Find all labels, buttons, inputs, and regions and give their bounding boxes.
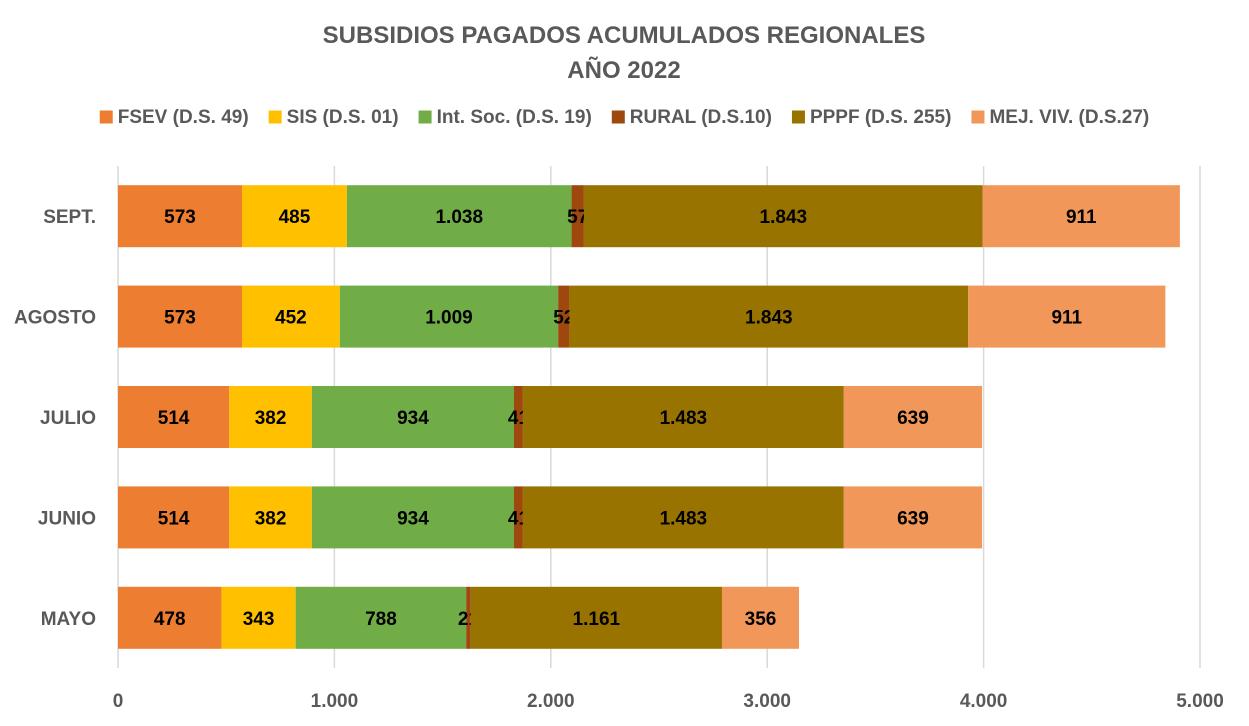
legend-swatch: [418, 110, 432, 124]
bar-segment: [721, 586, 800, 649]
legend-item: SIS (D.S. 01): [268, 107, 399, 128]
data-label: 356: [745, 609, 777, 630]
bar-segment: [843, 486, 983, 549]
category-label: JUNIO: [38, 508, 96, 529]
data-label: 382: [255, 508, 287, 529]
bar-segment: [339, 285, 559, 348]
data-label: 788: [365, 609, 397, 630]
bar-segment: [470, 586, 722, 649]
bar-segment: [118, 586, 222, 649]
x-tick-label: 4.000: [960, 691, 1008, 712]
data-label: 452: [275, 308, 307, 329]
data-label: 911: [1051, 308, 1082, 329]
data-label: 485: [279, 207, 311, 228]
bar-segment: [118, 185, 242, 248]
bar-segment: [569, 285, 969, 348]
x-tick-label: 2.000: [527, 691, 575, 712]
data-label: 1.843: [760, 207, 808, 228]
bar-segment: [229, 486, 312, 549]
bars: 573 485 1.038 57 1.843 911 573 452 1.009 52 1.843 9…: [118, 185, 1180, 649]
data-label: 478: [154, 609, 186, 630]
bar-segment: [968, 285, 1166, 348]
legend-item: FSEV (D.S. 49): [99, 107, 249, 128]
category-label: JULIO: [40, 408, 96, 429]
bar-segment: [558, 285, 570, 348]
bar-segment: [118, 285, 242, 348]
bar-segment: [229, 386, 312, 448]
legend-swatch: [268, 110, 282, 124]
bar-segment: [241, 285, 340, 348]
legend-item: PPPF (D.S. 255): [791, 107, 952, 128]
data-label: 911: [1066, 207, 1097, 228]
bar-segment: [221, 586, 296, 649]
value-axis: 0 1.000 2.000 3.000 4.000 5.000: [113, 691, 1224, 712]
data-label: 343: [243, 609, 275, 630]
bar-segment: [118, 486, 230, 549]
data-label: 934: [397, 508, 429, 529]
bar-segment: [571, 185, 584, 248]
legend-label: FSEV (D.S. 49): [118, 107, 249, 128]
legend-item: Int. Soc. (D.S. 19): [418, 107, 592, 128]
bar-segment: [843, 386, 983, 448]
category-label: MAYO: [41, 609, 96, 630]
data-label: 382: [255, 408, 287, 429]
data-label: 1.483: [660, 508, 708, 529]
bar-segment: [118, 386, 230, 448]
bar-segment: [466, 586, 471, 649]
x-tick-label: 1.000: [311, 691, 359, 712]
bar-segment: [514, 386, 523, 448]
chart-subtitle: AÑO 2022: [567, 56, 680, 84]
legend-label: SIS (D.S. 01): [287, 107, 399, 128]
bar-segment: [583, 185, 983, 248]
x-tick-label: 0: [113, 691, 124, 712]
legend-swatch: [971, 110, 985, 124]
x-tick-label: 3.000: [743, 691, 791, 712]
legend-swatch: [611, 110, 625, 124]
legend-label: Int. Soc. (D.S. 19): [437, 107, 592, 128]
legend-swatch: [99, 110, 113, 124]
data-label: 573: [164, 207, 196, 228]
data-label: 1.038: [435, 207, 483, 228]
x-tick-label: 5.000: [1176, 691, 1224, 712]
bar-segment: [295, 586, 467, 649]
bar-segment: [522, 486, 844, 549]
bar-segment: [311, 486, 515, 549]
data-label: 514: [158, 408, 190, 429]
data-label: 57: [567, 207, 588, 228]
legend-item: RURAL (D.S.10): [611, 107, 772, 128]
category-label: AGOSTO: [14, 308, 96, 329]
category-label: SEPT.: [43, 207, 96, 228]
data-label: 639: [897, 408, 929, 429]
data-label: 1.009: [425, 308, 473, 329]
data-label: 52: [553, 308, 574, 329]
bar-segment: [346, 185, 572, 248]
chart-title: SUBSIDIOS PAGADOS ACUMULADOS REGIONALES: [323, 22, 926, 49]
legend: FSEV (D.S. 49) SIS (D.S. 01) Int. Soc. (D.…: [99, 107, 1149, 128]
data-label: 514: [158, 508, 190, 529]
category-axis: SEPT. AGOSTO JULIO JUNIO MAYO: [14, 207, 96, 630]
bar-segment: [514, 486, 523, 549]
bar-segment: [241, 185, 347, 248]
legend-swatch: [791, 110, 805, 124]
data-label: 573: [164, 308, 196, 329]
legend-label: RURAL (D.S.10): [630, 107, 772, 128]
legend-label: MEJ. VIV. (D.S.27): [989, 107, 1149, 128]
data-label: 639: [897, 508, 929, 529]
bar-segment: [982, 185, 1180, 248]
data-label: 934: [397, 408, 429, 429]
bar-segment: [311, 386, 515, 448]
legend-label: PPPF (D.S. 255): [810, 107, 952, 128]
data-label: 1.483: [660, 408, 708, 429]
data-label: 1.843: [745, 308, 793, 329]
data-label: 1.161: [573, 609, 621, 630]
legend-item: MEJ. VIV. (D.S.27): [971, 107, 1149, 128]
bar-segment: [522, 386, 844, 448]
